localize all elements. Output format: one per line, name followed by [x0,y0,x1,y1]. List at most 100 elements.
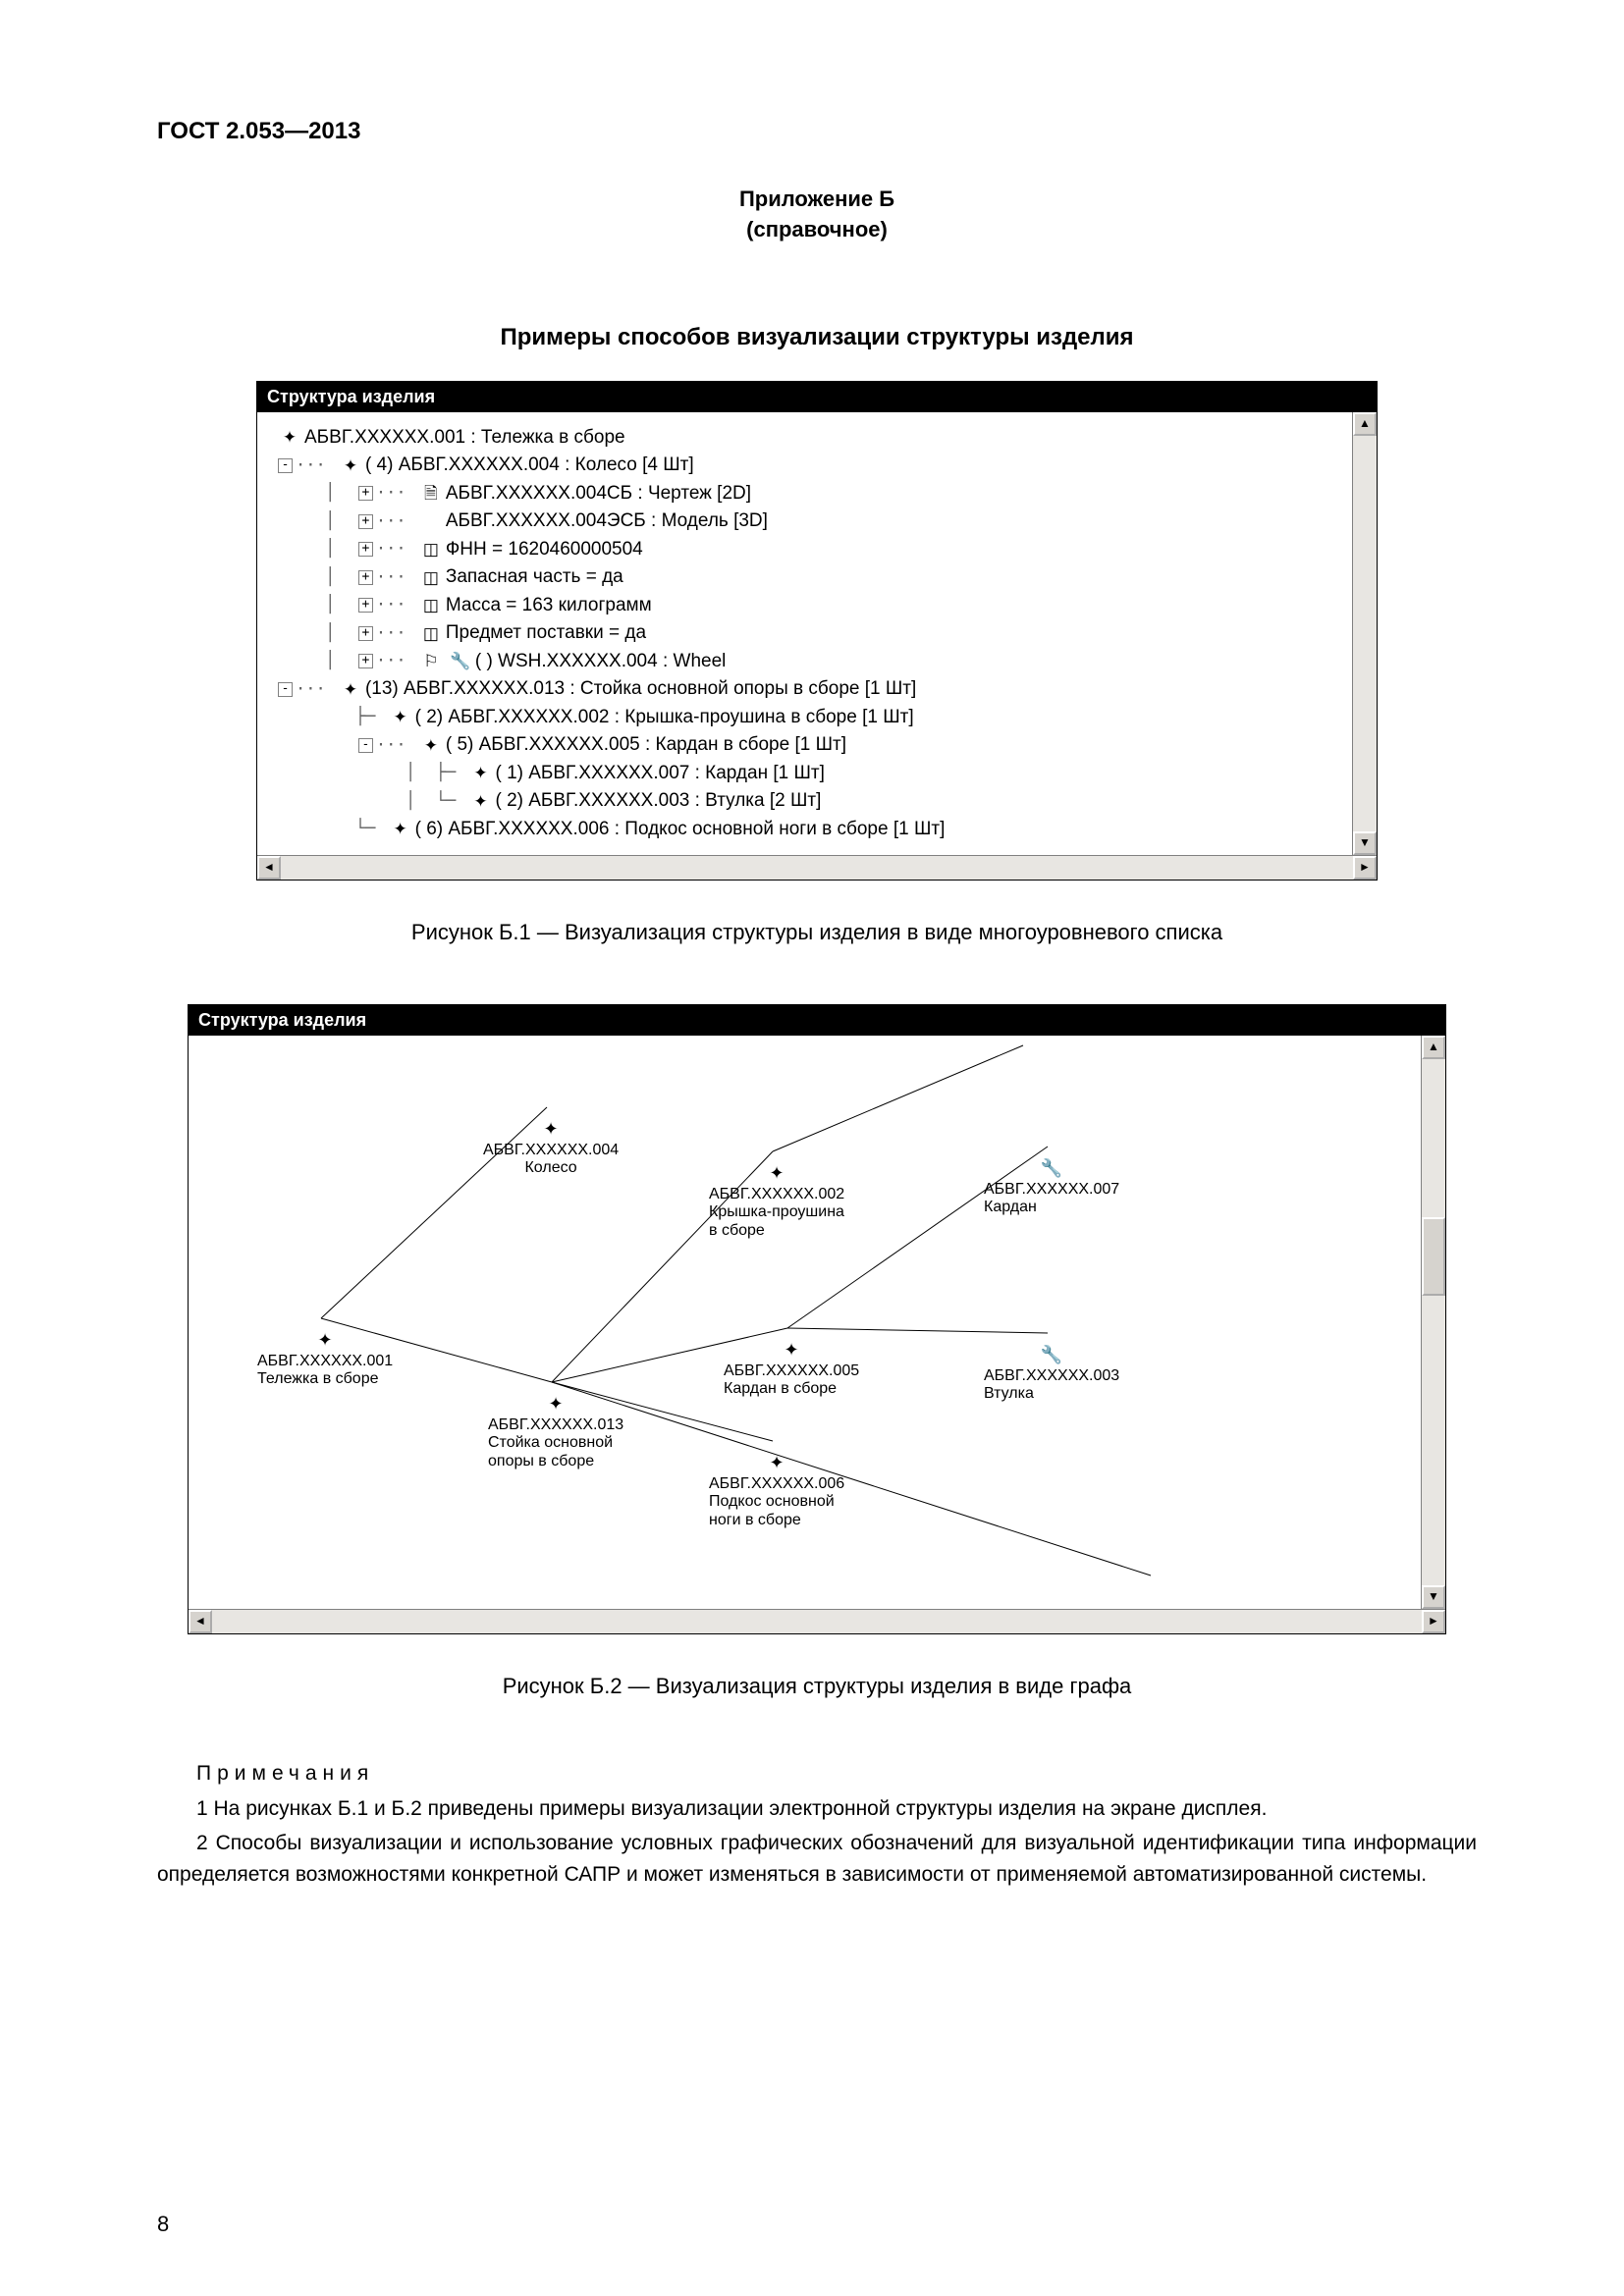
tree-label: ( 4) АБВГ.ХХХХХХ.004 : Колесо [4 Шт] [365,452,694,480]
graph-node-label: АБВГ.ХХХХХХ.004 [483,1142,619,1159]
tree-label: ( 5) АБВГ.ХХХХХХ.005 : Кардан в сборе [1… [446,731,846,760]
tree-row[interactable]: -··· ✦( 4) АБВГ.ХХХХХХ.004 : Колесо [4 Ш… [275,452,1344,480]
scroll-right-icon[interactable]: ► [1353,856,1377,880]
horizontal-scrollbar[interactable]: ◄ ► [257,855,1377,880]
tree-row[interactable]: -··· ✦(13) АБВГ.ХХХХХХ.013 : Стойка осно… [275,675,1344,704]
graph-node-label: АБВГ.ХХХХХХ.006 [709,1475,844,1493]
tree-label: АБВГ.ХХХХХХ.004СБ : Чертеж [2D] [446,480,751,508]
graph-node[interactable]: ✦АБВГ.ХХХХХХ.005Кардан в сборе [724,1340,859,1398]
tree-row[interactable]: │ +··· ◫Масса = 163 килограмм [275,592,1344,620]
figure1-caption: Рисунок Б.1 — Визуализация структуры изд… [157,920,1477,945]
graph-node-label: в сборе [709,1222,844,1240]
tree-row[interactable]: │ +··· ⚐🔧( ) WSH.XXXXXX.004 : Wheel [275,648,1344,676]
graph-node[interactable]: ✦АБВГ.ХХХХХХ.004Колесо [483,1119,619,1177]
tree-row[interactable]: ✦АБВГ.ХХХХХХ.001 : Тележка в сборе [275,424,1344,453]
vertical-scrollbar[interactable]: ▲ ▼ [1421,1036,1445,1609]
attr-icon: ◫ [420,621,442,647]
notes-block: Примечания 1 На рисунках Б.1 и Б.2 приве… [157,1758,1477,1890]
graph-node-label: Кардан [984,1199,1119,1216]
graph-node[interactable]: ✦АБВГ.ХХХХХХ.001Тележка в сборе [257,1330,393,1388]
tree-label: АБВГ.ХХХХХХ.001 : Тележка в сборе [304,424,625,453]
assembly-icon: ✦ [483,1119,619,1140]
tree-row[interactable]: │ ├─ ✦( 1) АБВГ.ХХХХХХ.007 : Кардан [1 Ш… [275,760,1344,788]
scroll-up-icon[interactable]: ▲ [1353,412,1377,436]
tree-label: Предмет поставки = да [446,619,646,648]
appendix-line1: Приложение Б [739,187,894,211]
scroll-left-icon[interactable]: ◄ [189,1610,212,1633]
tree-connector: │ [275,481,355,507]
expand-icon[interactable]: + [358,542,373,557]
assembly-icon: ✦ [469,761,491,786]
scroll-up-icon[interactable]: ▲ [1422,1036,1445,1059]
tree-row[interactable]: │ └─ ✦( 2) АБВГ.ХХХХХХ.003 : Втулка [2 Ш… [275,787,1344,816]
horizontal-scrollbar[interactable]: ◄ ► [189,1609,1445,1633]
expand-icon[interactable]: + [358,514,373,529]
graph-content: ✦АБВГ.ХХХХХХ.001Тележка в сборе✦АБВГ.ХХХ… [189,1036,1421,1609]
tree-label: АБВГ.ХХХХХХ.004ЭСБ : Модель [3D] [446,507,768,536]
graph-node-label: АБВГ.ХХХХХХ.003 [984,1367,1119,1385]
expand-icon[interactable]: + [358,598,373,613]
figure2-caption: Рисунок Б.2 — Визуализация структуры изд… [157,1674,1477,1699]
expand-icon[interactable]: + [358,570,373,585]
assembly-icon: ✦ [279,425,300,451]
expand-icon[interactable]: + [358,654,373,668]
scroll-track[interactable] [1422,1059,1445,1585]
tree-connector: │ [275,565,355,591]
expand-icon[interactable]: + [358,486,373,501]
assembly-icon: ✦ [340,454,361,479]
graph-edge [787,1328,1048,1333]
tree-row[interactable]: │ +··· ◫Запасная часть = да [275,563,1344,592]
tree-row[interactable]: ├─ ✦( 2) АБВГ.ХХХХХХ.002 : Крышка-проуши… [275,704,1344,732]
graph-edge [552,1382,1151,1575]
assembly-icon: ✦ [488,1394,623,1415]
scroll-track[interactable] [1353,436,1377,832]
tree-window: Структура изделия ✦АБВГ.ХХХХХХ.001 : Тел… [256,381,1378,881]
tree-label: ( 2) АБВГ.ХХХХХХ.002 : Крышка-проушина в… [415,704,914,732]
graph-node-label: АБВГ.ХХХХХХ.007 [984,1181,1119,1199]
graph-node[interactable]: ✦АБВГ.ХХХХХХ.006Подкос основнойноги в сб… [709,1453,844,1529]
tree-connector: │ [275,593,355,618]
scroll-left-icon[interactable]: ◄ [257,856,281,880]
expand-icon[interactable]: + [358,626,373,641]
scroll-down-icon[interactable]: ▼ [1353,831,1377,855]
tree-label: Масса = 163 килограмм [446,592,652,620]
tree-row[interactable]: │ +··· АБВГ.ХХХХХХ.004ЭСБ : Модель [3D] [275,507,1344,536]
tree-row[interactable]: │ +··· ◫ФНН = 1620460000504 [275,536,1344,564]
graph-node-label: АБВГ.ХХХХХХ.001 [257,1353,393,1370]
note-1: 1 На рисунках Б.1 и Б.2 приведены пример… [157,1793,1477,1825]
tree-content: ✦АБВГ.ХХХХХХ.001 : Тележка в сборе-··· ✦… [257,412,1352,856]
collapse-icon[interactable]: - [278,458,293,473]
graph-node[interactable]: 🔧АБВГ.ХХХХХХ.003Втулка [984,1345,1119,1403]
scroll-down-icon[interactable]: ▼ [1422,1585,1445,1609]
note-2: 2 Способы визуализации и использование у… [157,1828,1477,1890]
collapse-icon[interactable]: - [278,682,293,697]
graph-window: Структура изделия ✦АБВГ.ХХХХХХ.001Тележк… [188,1004,1446,1634]
assembly-icon: ✦ [420,733,442,759]
scroll-track-h[interactable] [212,1610,1422,1633]
notes-title: Примечания [157,1758,1477,1789]
collapse-icon[interactable]: - [358,738,373,753]
vertical-scrollbar[interactable]: ▲ ▼ [1352,412,1377,856]
section-title: Примеры способов визуализации структуры … [157,324,1477,351]
tree-label: ( ) WSH.XXXXXX.004 : Wheel [475,648,727,676]
assembly-icon: ✦ [724,1340,859,1361]
tree-row[interactable]: │ +··· 🗎АБВГ.ХХХХХХ.004СБ : Чертеж [2D] [275,480,1344,508]
tree-label: ( 1) АБВГ.ХХХХХХ.007 : Кардан [1 Шт] [495,760,824,788]
graph-node[interactable]: 🔧АБВГ.ХХХХХХ.007Кардан [984,1158,1119,1216]
scroll-thumb[interactable] [1422,1217,1445,1296]
tree-row[interactable]: -··· ✦( 5) АБВГ.ХХХХХХ.005 : Кардан в сб… [275,731,1344,760]
tree-row[interactable]: └─ ✦( 6) АБВГ.ХХХХХХ.006 : Подкос основн… [275,816,1344,844]
tree-connector [275,733,355,759]
tree-connector: │ └─ [275,789,465,815]
tree-label: ( 2) АБВГ.ХХХХХХ.003 : Втулка [2 Шт] [495,787,821,816]
graph-node[interactable]: ✦АБВГ.ХХХХХХ.013Стойка основнойопоры в с… [488,1394,623,1470]
assembly-icon: ✦ [390,705,411,730]
graph-node[interactable]: ✦АБВГ.ХХХХХХ.002Крышка-проушинав сборе [709,1163,844,1240]
assembly-icon: ✦ [257,1330,393,1351]
graph-node-label: АБВГ.ХХХХХХ.013 [488,1416,623,1434]
assembly-icon: ✦ [469,789,491,815]
standard-header: ГОСТ 2.053—2013 [157,118,1477,145]
tree-row[interactable]: │ +··· ◫Предмет поставки = да [275,619,1344,648]
scroll-track-h[interactable] [281,856,1353,880]
scroll-right-icon[interactable]: ► [1422,1610,1445,1633]
